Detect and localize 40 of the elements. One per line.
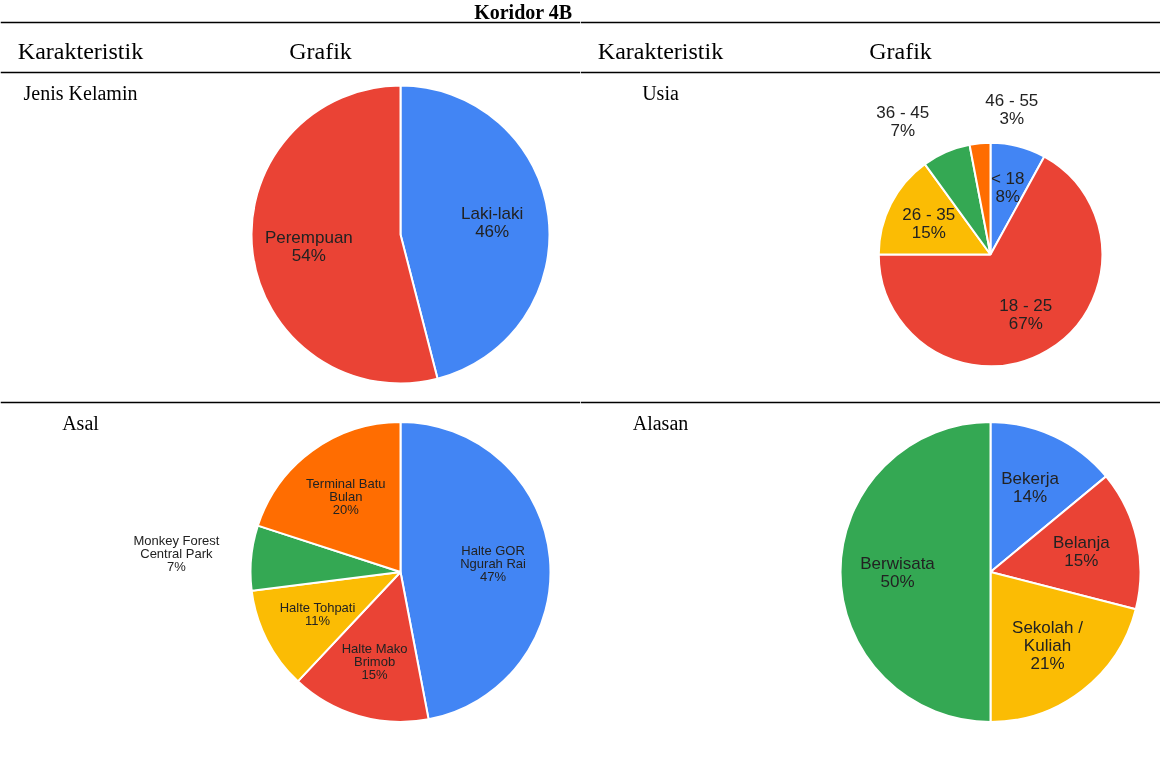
data-label: 11%	[305, 613, 331, 629]
text: Jenis Kelamin	[23, 81, 138, 104]
data-label: 46%	[475, 222, 510, 242]
slice-label: Perempuan	[264, 227, 353, 247]
slice-label: Bekerja	[1001, 469, 1060, 489]
data-label: 7%	[166, 559, 187, 575]
slice-label: Sekolah / Kuliah	[1012, 617, 1084, 655]
data-label: 14%	[1013, 487, 1048, 507]
data-label: 15%	[911, 222, 946, 242]
text: Alasan	[632, 411, 689, 434]
data-label: 3%	[999, 109, 1025, 129]
slice-label: Terminal Batu Bulan	[306, 476, 386, 505]
slice-label: Halte Mako Brimob	[341, 640, 408, 669]
text: Karakteristik	[17, 37, 144, 64]
text: Grafik	[869, 37, 932, 64]
data-label: 20%	[332, 502, 360, 518]
chart-title: Asal	[62, 411, 100, 434]
text: Usia	[642, 81, 679, 104]
data-label: 15%	[1064, 551, 1099, 571]
data-label: 21%	[1030, 653, 1065, 673]
text: Karakteristik	[597, 37, 724, 64]
data-label: 8%	[995, 186, 1021, 206]
slice-label: Laki-laki	[460, 204, 524, 224]
data-label: 54%	[291, 245, 326, 265]
slice-label: Berwisata	[860, 553, 936, 573]
slice-label: 18 - 25	[999, 295, 1053, 315]
slice-label: Belanja	[1052, 533, 1111, 553]
data-label: 15%	[361, 666, 388, 682]
text: Grafik	[289, 37, 352, 64]
slice-label: Monkey Forest Central Park	[133, 533, 220, 562]
chart-subtitle: Koridor 4B	[474, 0, 573, 23]
slice-label: 46 - 55	[985, 91, 1039, 111]
data-label: 50%	[880, 571, 915, 591]
data-label: 67%	[1008, 313, 1043, 333]
data-label: 47%	[480, 568, 507, 584]
data-label: 7%	[890, 120, 916, 140]
slice-label: 36 - 45	[876, 102, 930, 122]
slice-label: Halte GOR Ngurah Rai	[460, 542, 527, 571]
slice-label: 26 - 35	[902, 204, 956, 224]
slice-label: Halte Tohpati	[279, 600, 356, 616]
